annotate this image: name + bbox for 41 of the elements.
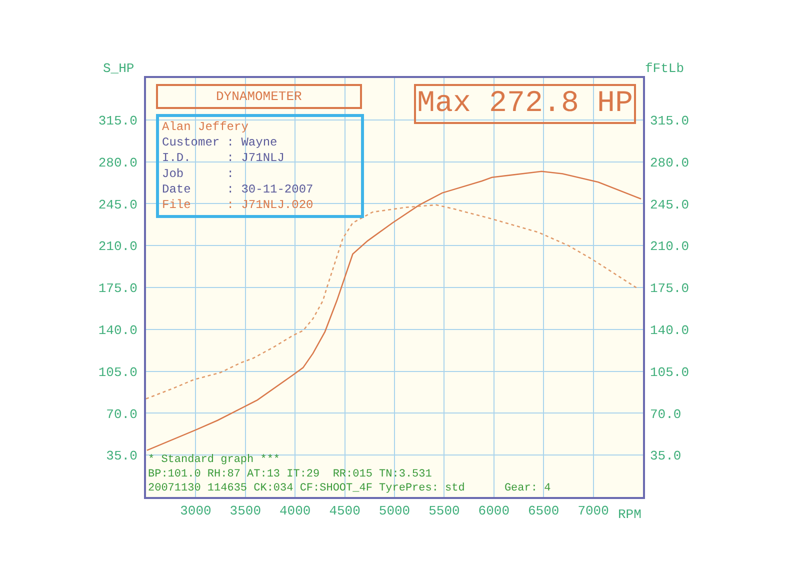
y-tick-label: 210.0 — [98, 239, 138, 254]
annotation: Job : — [162, 166, 234, 181]
annotation: 20071130 114635 CK:034 CF:SHOOT_4F TyrePres: std Gear: 4 — [148, 482, 552, 495]
x-tick-label: 5000 — [378, 504, 410, 519]
x-tick-label: 4000 — [279, 504, 311, 519]
y2-tick-label: 105.0 — [650, 364, 690, 380]
y2-tick-label: 175.0 — [650, 281, 690, 296]
annotation: BP:101.0 RH:87 AT:13 IT:29 RR:015 TN:3.531 — [148, 468, 432, 480]
x-tick-label: 4500 — [329, 504, 360, 519]
y-tick-label: 175.0 — [98, 281, 138, 296]
y2-tick-label: 70.0 — [650, 406, 682, 422]
y2-tick-label: 210.0 — [650, 239, 690, 254]
annotation: Alan Jeffery — [162, 120, 248, 134]
x-tick-label: 6500 — [528, 504, 560, 519]
annotation: File : J71NLJ.020 — [162, 198, 314, 212]
annotation: Date : 30-11-2007 — [162, 182, 314, 196]
y2-tick-label: 280.0 — [650, 155, 690, 170]
annotation: * Standard graph *** — [148, 454, 280, 466]
y-tick-label: 315.0 — [98, 113, 138, 128]
annotation: Customer : Wayne — [162, 136, 278, 150]
annotation: Max 272.8 HP — [417, 87, 634, 121]
y-tick-label: 245.0 — [98, 197, 138, 212]
y-axis-title: S_HP — [103, 61, 134, 76]
y-tick-label: 140.0 — [98, 322, 138, 338]
y2-tick-label: 35.0 — [650, 448, 682, 464]
y2-tick-label: 245.0 — [650, 197, 690, 212]
x-tick-label: 7000 — [578, 504, 609, 519]
text: DYNAMOMETER — [216, 89, 302, 104]
y2-tick-label: 315.0 — [650, 113, 690, 128]
x-tick-label: 3000 — [180, 504, 212, 519]
x-tick-label: 5500 — [428, 504, 460, 519]
y-tick-label: 280.0 — [98, 155, 138, 170]
y-tick-label: 35.0 — [106, 448, 138, 464]
annotation: I.D. : J71NLJ — [162, 151, 284, 166]
y2-axis-title: fFtLb — [645, 61, 684, 76]
x-tick-label: 6000 — [478, 504, 510, 519]
x-axis-title: RPM — [618, 507, 642, 522]
y-tick-label: 105.0 — [98, 364, 138, 380]
x-tick-label: 3500 — [230, 504, 262, 519]
y-tick-label: 70.0 — [106, 406, 138, 422]
y2-tick-label: 140.0 — [650, 322, 690, 338]
